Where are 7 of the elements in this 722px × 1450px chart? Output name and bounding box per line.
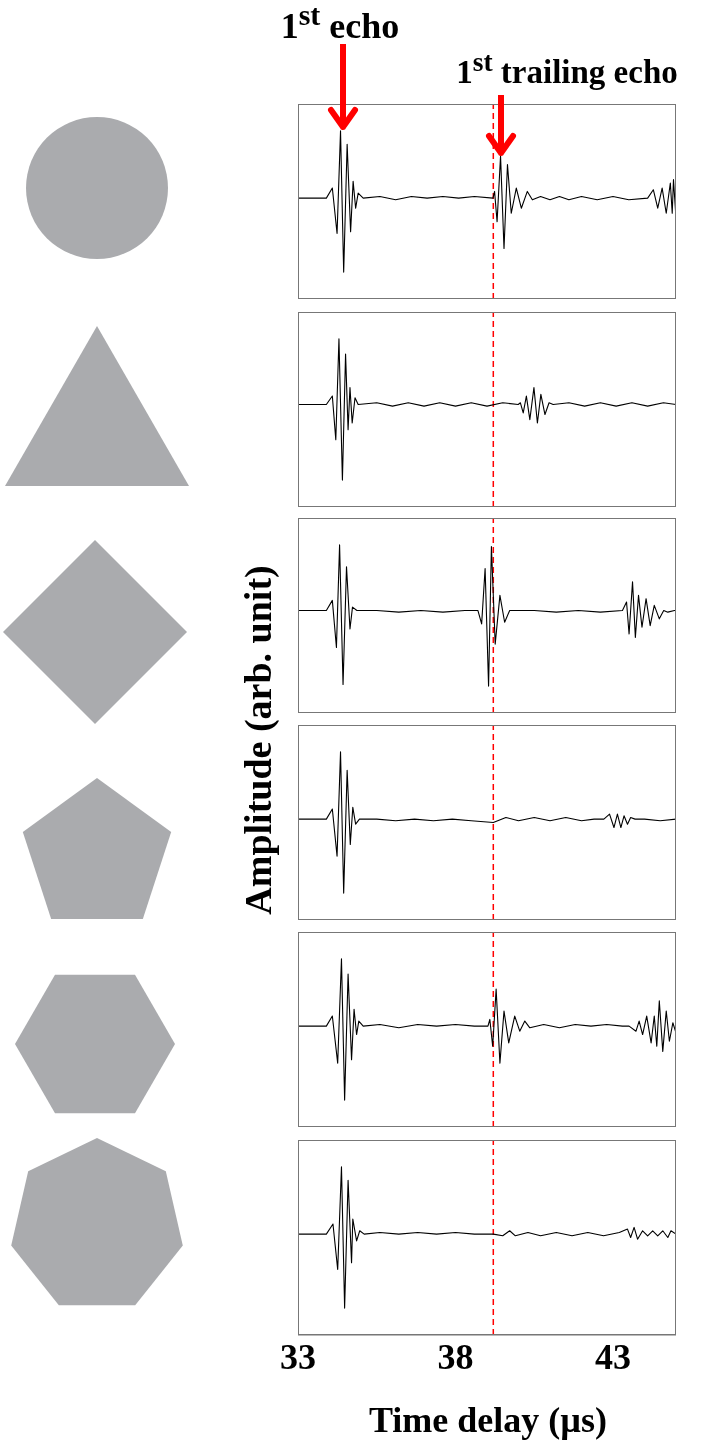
y-axis-title: Amplitude (arb. unit): [236, 565, 280, 915]
x-axis-title: Time delay (µs): [368, 1399, 608, 1441]
text: 1$^{st}$ trailing echo: [456, 45, 678, 91]
x-tick-label: 43: [595, 1336, 631, 1377]
x-tick-label: 33: [280, 1336, 316, 1377]
text: 1$^{st}$ echo: [280, 0, 400, 47]
x-tick-label: 38: [437, 1336, 474, 1377]
